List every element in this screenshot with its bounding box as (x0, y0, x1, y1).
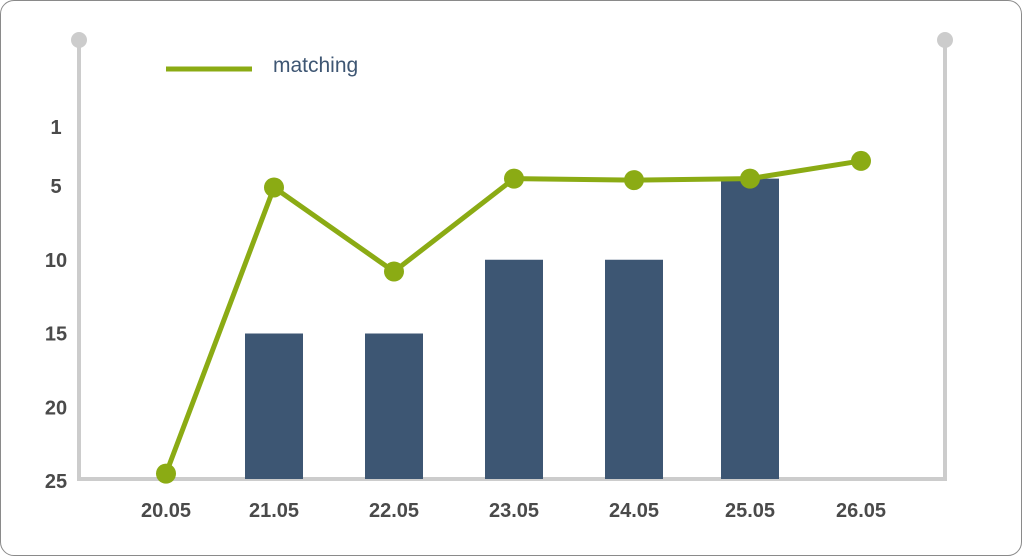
y-tick-25: 25 (45, 471, 67, 493)
point-23.05 (504, 168, 524, 189)
axis-cap-left (71, 32, 87, 48)
line-series-matching (156, 150, 871, 484)
point-26.05 (851, 150, 871, 171)
x-tick-labels: 20.05 21.05 22.05 23.05 24.05 25.05 26.05 (141, 500, 886, 522)
bar-25.05 (721, 178, 779, 479)
x-tick-22.05: 22.05 (369, 500, 419, 522)
point-21.05 (264, 177, 284, 198)
x-tick-25.05: 25.05 (725, 500, 775, 522)
x-tick-23.05: 23.05 (489, 500, 539, 522)
legend-label-matching: matching (273, 54, 358, 77)
bar-22.05 (365, 333, 423, 479)
bar-24.05 (605, 259, 663, 479)
y-tick-5: 5 (50, 176, 61, 198)
x-tick-24.05: 24.05 (609, 500, 659, 522)
y-tick-15: 15 (45, 324, 67, 346)
x-tick-21.05: 21.05 (249, 500, 299, 522)
x-tick-20.05: 20.05 (141, 500, 191, 522)
bar-series (245, 178, 779, 479)
bar-21.05 (245, 333, 303, 479)
y-tick-1: 1 (50, 117, 61, 139)
point-25.05 (740, 168, 760, 189)
point-20.05 (156, 463, 176, 484)
y-tick-20: 20 (45, 397, 67, 419)
legend: matching (166, 54, 358, 77)
x-tick-26.05: 26.05 (836, 500, 886, 522)
point-22.05 (384, 261, 404, 282)
axis-cap-right (937, 32, 953, 48)
y-tick-10: 10 (45, 250, 67, 272)
point-24.05 (624, 170, 644, 191)
bar-23.05 (485, 259, 543, 479)
